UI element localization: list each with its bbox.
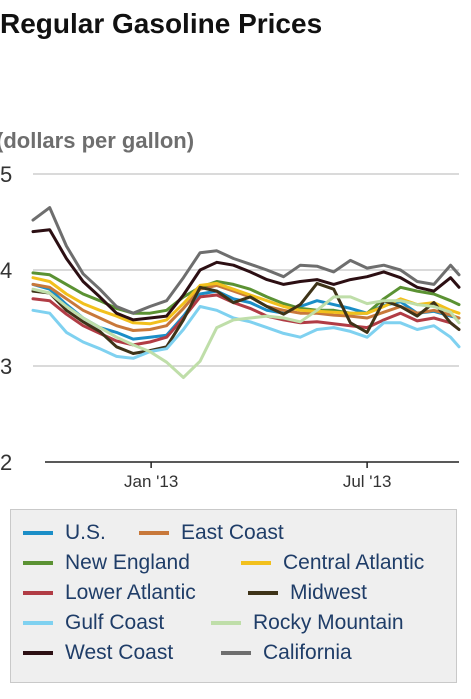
- line-chart: 2 3 4 5 Jan '13 Jul '13: [0, 162, 461, 491]
- x-tick-label: Jan '13: [124, 472, 178, 491]
- legend-label: California: [263, 641, 352, 664]
- legend-swatch: [23, 531, 53, 535]
- legend-label: East Coast: [181, 521, 284, 544]
- series-line-gulf-coast: [31, 305, 461, 360]
- y-axis-label: (dollars per gallon): [0, 128, 195, 153]
- legend-label: New England: [65, 551, 190, 574]
- legend-label: Lower Atlantic: [65, 581, 196, 604]
- legend-label: West Coast: [65, 641, 174, 664]
- y-tick-label: 3: [0, 354, 12, 379]
- series-line-midwest: [31, 281, 461, 355]
- chart-title: Regular Gasoline Prices: [0, 8, 323, 39]
- legend-swatch: [23, 561, 53, 565]
- series-line-west-coast: [31, 228, 461, 322]
- legend-item: California: [221, 641, 352, 665]
- legend-item: Rocky Mountain: [211, 611, 404, 635]
- legend-item: Lower Atlantic: [23, 581, 196, 605]
- legend-swatch: [211, 621, 241, 625]
- legend-swatch: [241, 561, 271, 565]
- legend-swatch: [139, 531, 169, 535]
- legend-swatch: [248, 591, 278, 595]
- legend-swatch: [23, 591, 53, 595]
- legend-item: West Coast: [23, 641, 173, 665]
- series-line-california: [31, 206, 461, 315]
- series-line-rocky-mountain: [31, 287, 461, 379]
- legend-label: Rocky Mountain: [253, 611, 404, 634]
- chart-legend: U.S. East Coast New England Central Atlanti…: [10, 509, 457, 683]
- legend-item: East Coast: [139, 521, 284, 545]
- legend-label: Midwest: [290, 581, 368, 604]
- legend-item: Midwest: [248, 581, 367, 605]
- y-tick-label: 2: [0, 450, 12, 475]
- legend-item: Gulf Coast: [23, 611, 164, 635]
- legend-label: U.S.: [65, 521, 106, 544]
- legend-label: Central Atlantic: [283, 551, 425, 574]
- legend-item: U.S.: [23, 521, 106, 545]
- legend-swatch: [23, 621, 53, 625]
- legend-label: Gulf Coast: [65, 611, 165, 634]
- x-tick-label: Jul '13: [343, 472, 392, 491]
- legend-item: Central Atlantic: [241, 551, 424, 575]
- y-tick-label: 4: [0, 258, 12, 283]
- legend-item: New England: [23, 551, 190, 575]
- legend-swatch: [221, 651, 251, 655]
- legend-swatch: [23, 651, 53, 655]
- y-tick-label: 5: [0, 162, 12, 187]
